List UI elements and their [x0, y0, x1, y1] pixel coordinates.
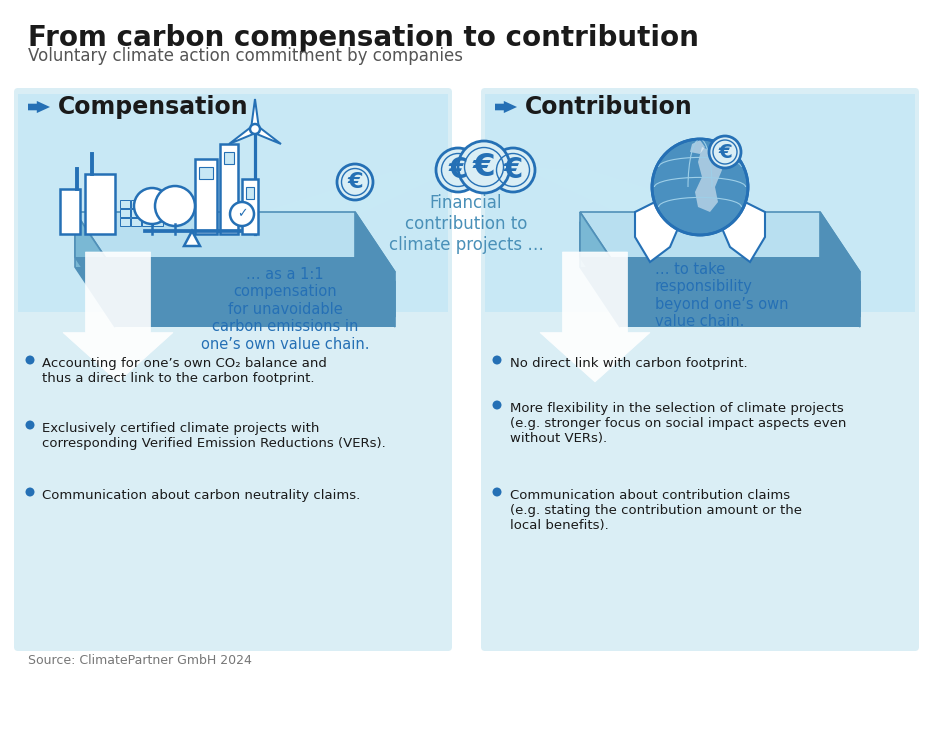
- Bar: [120, 209, 130, 217]
- Circle shape: [155, 186, 195, 226]
- Polygon shape: [251, 99, 259, 129]
- Circle shape: [134, 188, 170, 224]
- Polygon shape: [820, 222, 860, 327]
- Text: Communication about carbon neutrality claims.: Communication about carbon neutrality cl…: [42, 489, 360, 502]
- Polygon shape: [18, 94, 448, 312]
- Polygon shape: [580, 212, 860, 272]
- Text: ✓: ✓: [237, 208, 247, 220]
- Polygon shape: [75, 212, 115, 317]
- Polygon shape: [253, 125, 281, 144]
- Text: More flexibility in the selection of climate projects
(e.g. stronger focus on so: More flexibility in the selection of cli…: [510, 402, 846, 445]
- Bar: [224, 152, 234, 164]
- Polygon shape: [355, 212, 395, 317]
- Text: Communication about contribution claims
(e.g. stating the contribution amount or: Communication about contribution claims …: [510, 489, 802, 532]
- Circle shape: [652, 139, 748, 235]
- Bar: [246, 187, 254, 199]
- Polygon shape: [28, 101, 50, 113]
- Text: €: €: [449, 156, 467, 184]
- FancyBboxPatch shape: [14, 88, 452, 651]
- Polygon shape: [540, 252, 650, 382]
- Polygon shape: [580, 212, 620, 317]
- Bar: [131, 209, 141, 217]
- Text: From carbon compensation to contribution: From carbon compensation to contribution: [28, 24, 699, 52]
- Bar: [120, 200, 130, 208]
- Polygon shape: [580, 222, 860, 282]
- Bar: [131, 200, 141, 208]
- Bar: [85, 174, 115, 234]
- Text: Financial
contribution to
climate projects …: Financial contribution to climate projec…: [388, 194, 543, 254]
- Text: Contribution: Contribution: [525, 95, 692, 119]
- Bar: [142, 200, 152, 208]
- Text: €: €: [473, 151, 495, 183]
- Bar: [60, 189, 80, 234]
- Polygon shape: [695, 147, 722, 212]
- Bar: [153, 200, 163, 208]
- Bar: [220, 144, 238, 234]
- Polygon shape: [75, 222, 115, 327]
- Polygon shape: [184, 231, 200, 246]
- Circle shape: [230, 202, 254, 226]
- Circle shape: [337, 164, 373, 200]
- Polygon shape: [75, 222, 395, 282]
- Circle shape: [493, 401, 502, 410]
- Circle shape: [493, 355, 502, 364]
- Bar: [199, 167, 213, 179]
- Bar: [242, 179, 258, 234]
- Bar: [195, 159, 217, 234]
- Polygon shape: [485, 94, 915, 312]
- Text: No direct link with carbon footprint.: No direct link with carbon footprint.: [510, 357, 747, 370]
- Bar: [142, 209, 152, 217]
- Polygon shape: [63, 252, 173, 382]
- Polygon shape: [355, 222, 395, 327]
- Text: Compensation: Compensation: [58, 95, 248, 119]
- Bar: [153, 218, 163, 226]
- Polygon shape: [580, 222, 620, 327]
- Polygon shape: [520, 167, 820, 242]
- Circle shape: [491, 148, 535, 192]
- FancyBboxPatch shape: [481, 88, 919, 651]
- Circle shape: [436, 148, 480, 192]
- Circle shape: [25, 355, 35, 364]
- Text: Accounting for one’s own CO₂ balance and
thus a direct link to the carbon footpr: Accounting for one’s own CO₂ balance and…: [42, 357, 327, 385]
- Text: €: €: [504, 156, 522, 184]
- Bar: [120, 218, 130, 226]
- Polygon shape: [580, 267, 860, 327]
- Circle shape: [250, 124, 260, 134]
- Text: Exclusively certified climate projects with
corresponding Verified Emission Redu: Exclusively certified climate projects w…: [42, 422, 385, 450]
- Polygon shape: [580, 257, 860, 317]
- Polygon shape: [495, 101, 517, 113]
- Bar: [153, 209, 163, 217]
- Polygon shape: [635, 197, 685, 262]
- Circle shape: [709, 136, 741, 168]
- Circle shape: [493, 487, 502, 496]
- Bar: [131, 218, 141, 226]
- Polygon shape: [165, 167, 460, 242]
- Polygon shape: [690, 140, 705, 154]
- Circle shape: [458, 141, 510, 193]
- Polygon shape: [75, 257, 395, 317]
- Polygon shape: [75, 212, 395, 272]
- Text: Source: ClimatePartner GmbH 2024: Source: ClimatePartner GmbH 2024: [28, 654, 252, 667]
- Text: Voluntary climate action commitment by companies: Voluntary climate action commitment by c…: [28, 47, 463, 65]
- Polygon shape: [820, 212, 860, 317]
- Circle shape: [25, 487, 35, 496]
- Bar: [142, 218, 152, 226]
- Polygon shape: [75, 267, 395, 327]
- Text: … as a 1:1
compensation
for unavoidable
carbon emissions in
one’s own value chai: … as a 1:1 compensation for unavoidable …: [201, 267, 369, 352]
- Polygon shape: [229, 125, 257, 144]
- Text: €: €: [718, 142, 731, 162]
- Polygon shape: [715, 197, 765, 262]
- Circle shape: [25, 421, 35, 430]
- Text: … to take
responsibility
beyond one’s own
value chain.: … to take responsibility beyond one’s ow…: [655, 262, 788, 329]
- Text: €: €: [347, 172, 363, 192]
